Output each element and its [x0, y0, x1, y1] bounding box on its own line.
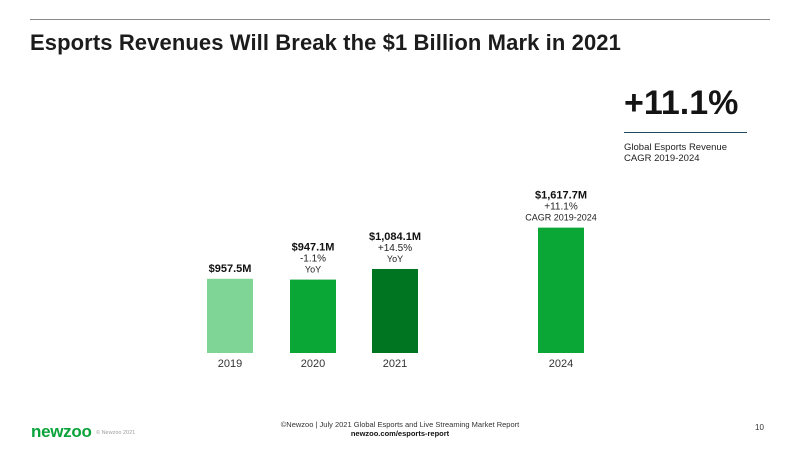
kpi-divider — [624, 132, 747, 133]
x-tick-2021: 2021 — [383, 358, 407, 370]
copyright-text: © Newzoo 2021 — [96, 430, 136, 436]
sub-label-2020: YoY — [305, 265, 321, 275]
value-label-2024: $1,617.7M — [535, 190, 587, 202]
value-label-2021: $1,084.1M — [369, 231, 421, 243]
kpi-value: +11.1% — [624, 84, 739, 122]
bar-2024 — [538, 227, 584, 353]
kpi-description: Global Esports Revenue CAGR 2019-2024 — [624, 142, 774, 165]
x-tick-2019: 2019 — [218, 358, 242, 370]
page-number: 10 — [755, 423, 764, 432]
value-label-2019: $957.5M — [209, 263, 252, 275]
page-title: Esports Revenues Will Break the $1 Billi… — [30, 30, 621, 55]
value-label-2020: $947.1M — [292, 242, 335, 254]
source-note: ©Newzoo | July 2021 Global Esports and L… — [250, 420, 550, 439]
top-rule — [30, 19, 770, 20]
bar-2020 — [290, 279, 336, 353]
change-label-2020: -1.1% — [300, 254, 326, 265]
change-label-2024: +11.1% — [544, 202, 578, 213]
bar-2019 — [207, 278, 253, 353]
sub-label-2021: YoY — [387, 254, 403, 264]
kpi-desc-line1: Global Esports Revenue — [624, 142, 727, 153]
newzoo-logo: newzoo — [31, 422, 92, 441]
kpi-desc-line2: CAGR 2019-2024 — [624, 153, 700, 165]
change-label-2021: +14.5% — [378, 243, 412, 254]
x-tick-2024: 2024 — [549, 358, 573, 370]
kpi-panel: +11.1% Global Esports Revenue CAGR 2019-… — [624, 86, 774, 165]
x-tick-2020: 2020 — [301, 358, 325, 370]
sub-label-2024: CAGR 2019-2024 — [525, 213, 597, 223]
source-text: ©Newzoo | July 2021 Global Esports and L… — [280, 420, 520, 429]
bar-2021 — [372, 268, 418, 353]
source-url-link[interactable]: newzoo.com/esports-report — [350, 429, 450, 439]
